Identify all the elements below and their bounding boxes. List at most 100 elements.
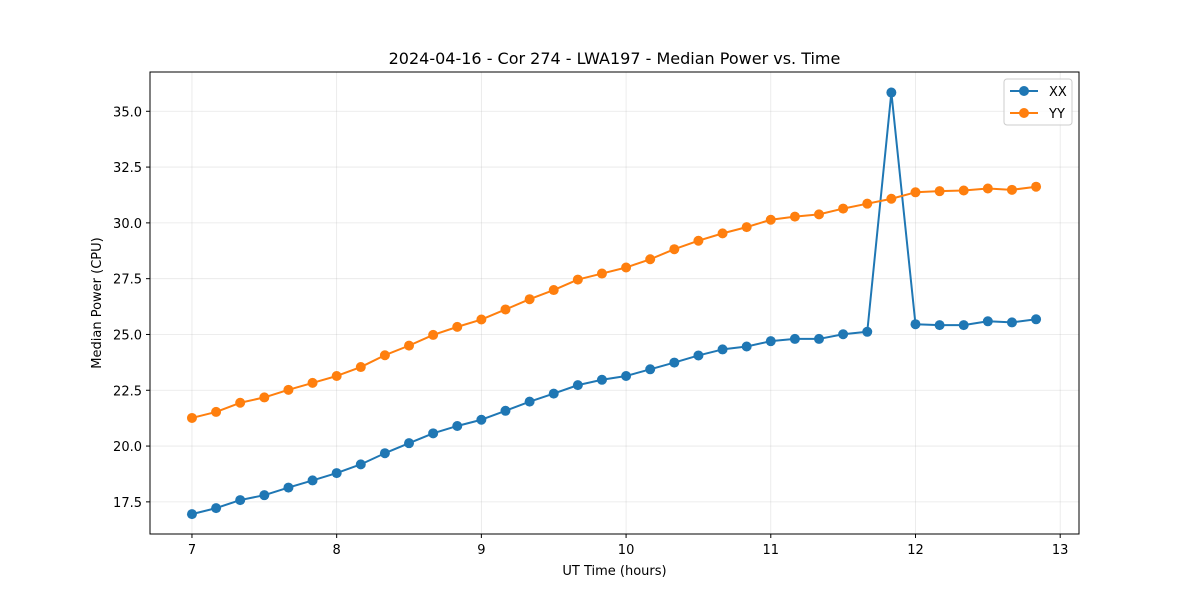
data-point-xx [862,326,873,337]
data-point-xx [331,468,342,479]
legend: XX YY [1003,78,1073,126]
data-point-xx [211,503,222,514]
ticks: 7 8 9 10 11 12 13 17.5 20.0 22.5 25.0 27.5 30.0 32.5 3… [113,105,1068,558]
x-tick-label: 12 [907,543,924,558]
data-point-yy [572,274,583,285]
x-tick-label: 7 [188,543,196,558]
data-point-xx [789,333,800,344]
data-point-yy [211,406,222,417]
y-tick-label: 17.5 [113,496,142,511]
data-point-xx [765,336,776,347]
data-point-xx [186,509,197,520]
data-point-xx [452,420,463,431]
plot-frame [149,71,1080,535]
data-point-xx [355,459,366,470]
data-point-yy [1031,181,1042,192]
data-point-xx [621,370,632,381]
data-point-xx [235,495,246,506]
data-point-xx [379,448,390,459]
y-tick-label: 32.5 [113,161,142,176]
legend-marker-yy [1019,108,1029,118]
data-point-yy [645,254,656,265]
grid [150,72,1079,534]
data-point-yy [741,222,752,233]
data-point-yy [934,186,945,197]
data-point-yy [283,384,294,395]
data-point-yy [982,183,993,194]
data-point-xx [645,364,656,375]
data-point-yy [307,377,318,388]
data-point-yy [452,321,463,332]
y-tick-label: 35.0 [113,105,142,120]
data-point-xx [1031,314,1042,325]
y-tick-label: 20.0 [113,440,142,455]
data-point-yy [814,209,825,220]
data-point-yy [717,228,728,239]
data-point-xx [307,475,318,486]
data-point-xx [717,344,728,355]
data-point-xx [669,357,680,368]
legend-label-yy: YY [1048,107,1065,122]
data-point-xx [428,428,439,439]
chart-title: 2024-04-16 - Cor 274 - LWA197 - Median P… [389,49,841,68]
data-point-xx [524,396,535,407]
legend-marker-xx [1019,86,1029,96]
data-point-yy [886,193,897,204]
data-point-yy [910,187,921,198]
x-tick-label: 11 [763,543,780,558]
data-point-xx [958,320,969,331]
data-point-yy [789,211,800,222]
data-point-xx [741,341,752,352]
data-point-xx [886,87,897,98]
data-point-xx [910,319,921,330]
x-axis-label: UT Time (hours) [562,564,666,579]
data-point-yy [379,350,390,361]
data-point-xx [693,350,704,361]
data-point-yy [596,268,607,279]
data-point-yy [428,329,439,340]
data-point-yy [235,397,246,408]
y-tick-label: 27.5 [113,273,142,288]
data-point-yy [355,362,366,373]
data-point-xx [283,482,294,493]
y-tick-label: 30.0 [113,217,142,232]
x-tick-label: 13 [1052,543,1069,558]
series-layer [186,87,1042,520]
data-point-xx [259,490,270,501]
data-point-yy [621,262,632,273]
x-tick-label: 10 [618,543,635,558]
data-point-xx [404,438,415,449]
data-point-yy [669,244,680,255]
x-tick-label: 9 [477,543,485,558]
data-point-yy [331,370,342,381]
data-point-xx [838,329,849,340]
y-tick-label: 25.0 [113,328,142,343]
data-point-yy [693,235,704,246]
data-point-yy [838,203,849,214]
data-point-yy [958,185,969,196]
data-point-yy [862,198,873,209]
x-tick-label: 8 [333,543,341,558]
data-point-xx [934,320,945,331]
data-point-yy [524,294,535,305]
y-axis-label: Median Power (CPU) [90,237,105,368]
data-point-xx [814,333,825,344]
data-point-xx [476,414,487,425]
data-point-xx [1006,317,1017,328]
data-point-xx [572,380,583,391]
legend-label-xx: XX [1049,85,1067,100]
data-point-yy [500,304,511,315]
y-tick-label: 22.5 [113,384,142,399]
data-point-yy [186,412,197,423]
data-point-xx [500,405,511,416]
data-point-yy [765,214,776,225]
data-point-yy [476,314,487,325]
data-point-xx [548,388,559,399]
data-point-xx [982,316,993,327]
data-point-xx [596,374,607,385]
data-point-yy [259,392,270,403]
data-point-yy [404,340,415,351]
data-point-yy [1006,184,1017,195]
data-point-yy [548,285,559,296]
